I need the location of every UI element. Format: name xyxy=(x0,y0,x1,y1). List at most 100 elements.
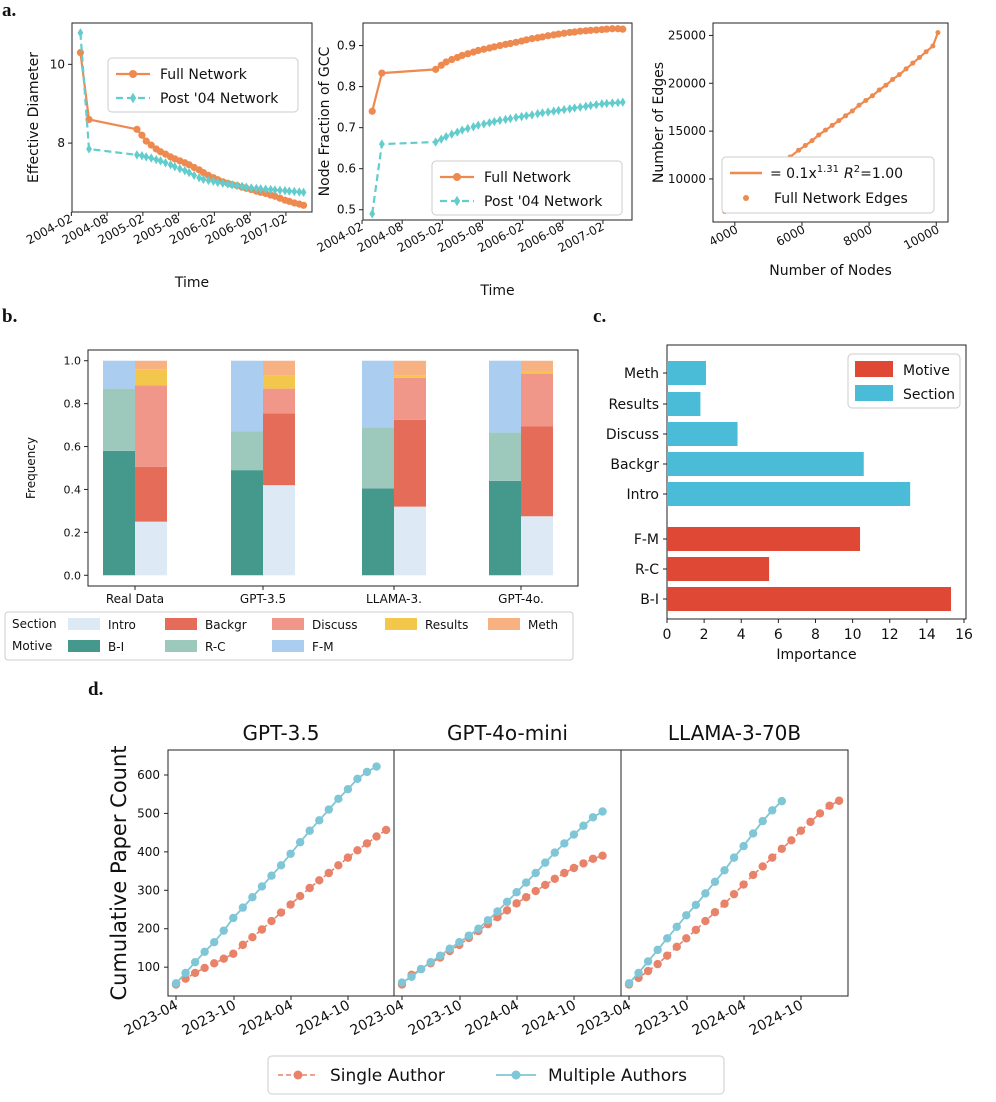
data-point xyxy=(448,129,455,139)
data-point-multiple xyxy=(372,762,381,771)
data-point xyxy=(196,173,203,183)
fit-exponent: 1.31 xyxy=(817,164,839,175)
data-point-single xyxy=(334,861,343,870)
data-point xyxy=(903,66,909,72)
data-point-single xyxy=(701,916,710,926)
bar-motive-b-i xyxy=(362,488,394,576)
data-point xyxy=(822,127,828,133)
bar-section-backgr xyxy=(394,419,426,507)
data-point-single xyxy=(512,899,521,908)
bar-motive-b-i xyxy=(231,470,263,576)
data-point xyxy=(282,186,288,196)
data-point xyxy=(181,165,188,176)
data-point-multiple xyxy=(343,785,353,794)
y-tick-label: 0.8 xyxy=(64,398,82,411)
data-point xyxy=(464,123,471,134)
bar-discuss xyxy=(667,422,738,446)
data-point xyxy=(432,65,440,73)
data-point-multiple xyxy=(768,806,777,815)
legend-row-motive: Motive xyxy=(12,639,52,653)
data-point xyxy=(544,32,552,40)
data-point xyxy=(171,162,178,172)
bar-f-m xyxy=(667,527,861,551)
bar-motive-f-m xyxy=(103,360,135,389)
bar-section-results xyxy=(394,375,426,378)
data-point xyxy=(923,49,929,55)
x-tick-label: 2023-10 xyxy=(406,997,465,1039)
data-point-single xyxy=(541,880,550,890)
data-point xyxy=(869,93,875,99)
bar-motive-b-i xyxy=(489,480,521,576)
legend-row-section: Section xyxy=(12,617,57,631)
legend-box xyxy=(721,156,935,214)
data-point xyxy=(856,102,862,108)
y-tick-label: 0.9 xyxy=(337,39,356,53)
data-point xyxy=(448,55,456,64)
data-point-multiple xyxy=(464,931,474,940)
data-point-single xyxy=(190,968,200,978)
series-line-full xyxy=(371,27,623,112)
y-tick-label: 0.6 xyxy=(64,441,82,454)
legend-marker xyxy=(743,195,749,201)
y-tick-label: Discuss xyxy=(606,427,659,443)
data-point-single xyxy=(729,889,739,899)
data-point xyxy=(148,153,155,163)
data-point xyxy=(142,137,150,145)
data-point-single xyxy=(739,880,748,889)
data-point xyxy=(896,72,902,78)
data-point-multiple xyxy=(397,978,407,987)
data-point xyxy=(836,118,842,124)
data-point-multiple xyxy=(710,877,720,887)
y-tick-label: 15000 xyxy=(668,124,706,138)
data-point xyxy=(577,102,584,112)
data-point-multiple xyxy=(267,871,276,880)
legend-label: Discuss xyxy=(312,618,358,632)
x-tick-label: 16 xyxy=(955,627,973,643)
data-point-multiple xyxy=(483,916,493,925)
legend-label: Single Author xyxy=(330,1066,445,1086)
data-point-single xyxy=(181,974,190,983)
data-point xyxy=(582,101,589,111)
x-tick-label: 2024-10 xyxy=(520,997,579,1039)
x-tick-label: GPT-3.5 xyxy=(240,592,286,606)
data-point-multiple xyxy=(521,878,531,887)
data-point-multiple xyxy=(550,848,559,857)
data-point-multiple xyxy=(739,841,748,851)
data-point-multiple xyxy=(663,934,672,943)
data-point-single xyxy=(372,832,381,841)
legend-marker xyxy=(129,70,137,78)
data-point xyxy=(454,127,461,137)
data-point xyxy=(299,201,308,209)
data-point xyxy=(608,25,616,33)
bar-section-results xyxy=(263,375,295,389)
bar-results xyxy=(667,392,701,416)
y-tick-label: 10000 xyxy=(668,172,706,186)
x-tick-label: 2024-10 xyxy=(294,997,353,1039)
data-point-single xyxy=(569,863,579,873)
data-point-single xyxy=(579,859,588,868)
bar-section-backgr xyxy=(521,426,553,517)
y-tick-label: 100 xyxy=(137,960,160,974)
chart-cumulative-papers: Cumulative Paper Count 100 200 300 400 500 600… xyxy=(107,721,849,1095)
panel-label-a: a. xyxy=(2,0,16,21)
data-point xyxy=(603,25,611,33)
data-point xyxy=(507,113,514,124)
series-line-multiple-authors xyxy=(175,765,378,984)
data-point xyxy=(432,137,439,147)
data-point-multiple xyxy=(598,807,607,816)
data-point xyxy=(248,183,255,193)
y-tick-label: 0.5 xyxy=(337,203,356,217)
bar-section-meth xyxy=(263,360,295,376)
y-tick-label: 1.0 xyxy=(64,355,82,368)
data-point-multiple xyxy=(579,821,588,830)
legend-swatch-backgr xyxy=(165,618,197,630)
data-point-single xyxy=(238,940,248,950)
data-point-single xyxy=(710,908,720,917)
y-tick-label: 0.2 xyxy=(64,526,82,539)
data-point-multiple xyxy=(474,924,483,933)
y-tick-label: 25000 xyxy=(668,28,706,42)
data-point xyxy=(883,82,889,88)
y-tick-label: 0.7 xyxy=(337,121,356,135)
data-point-single xyxy=(257,925,267,934)
data-point-single xyxy=(550,874,559,883)
